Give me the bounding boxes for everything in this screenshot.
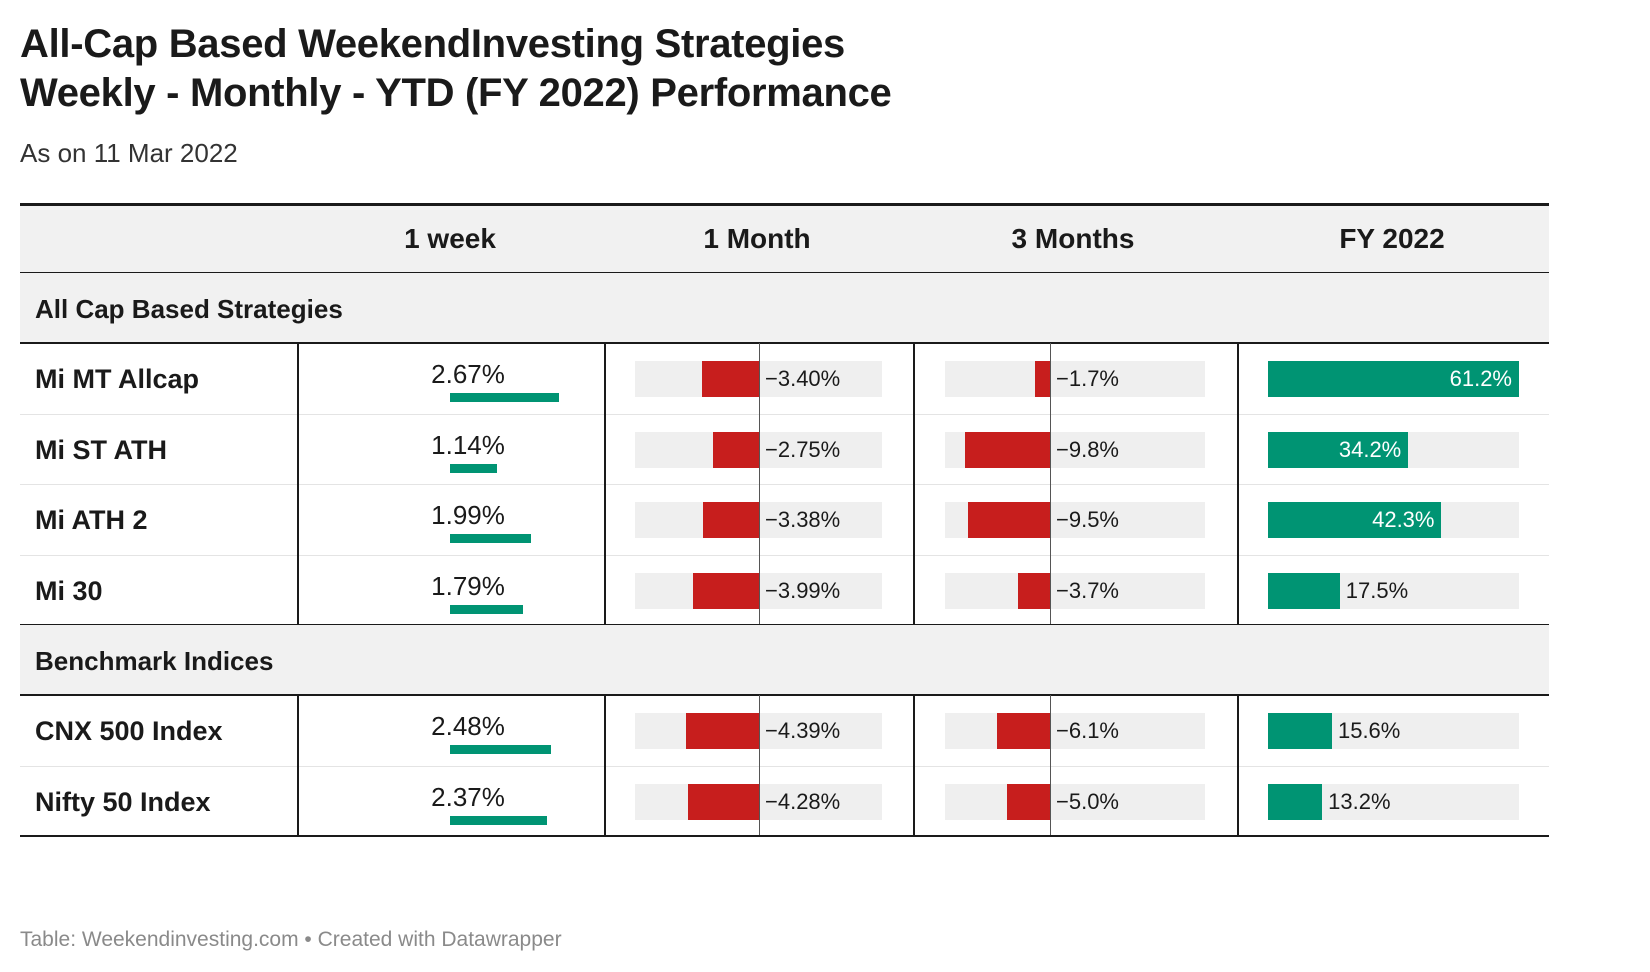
fy2022-bar [1268, 713, 1332, 750]
fy2022-value: 13.2% [1328, 788, 1391, 814]
three-months-bar [1017, 572, 1050, 609]
week-value: 2.48% [431, 711, 505, 742]
group-bottom-rule-1 [20, 835, 1549, 838]
fy2022-bar [1268, 431, 1409, 468]
row-label: CNX 500 Index [35, 716, 223, 747]
week-value: 1.99% [431, 500, 505, 531]
group-rule-0 [20, 342, 1549, 345]
row-label: Mi ST ATH [35, 434, 167, 465]
week-value: 1.79% [431, 570, 505, 601]
column-divider-1 [604, 343, 606, 625]
month-bar [702, 361, 759, 398]
fy2022-bar [1268, 502, 1442, 539]
three-months-bar-track [945, 783, 1205, 820]
month-bar [687, 783, 759, 820]
column-divider-3 [1237, 695, 1239, 837]
month-zero-line [759, 695, 760, 837]
three-months-zero-line [1050, 343, 1051, 625]
row-label: Mi ATH 2 [35, 505, 148, 536]
month-bar [713, 431, 759, 468]
month-zero-line [759, 343, 760, 625]
month-value: −4.39% [765, 718, 841, 744]
month-bar [685, 713, 759, 750]
group-band-1 [20, 625, 1549, 696]
group-label-0: All Cap Based Strategies [35, 294, 343, 324]
fy2022-bar [1268, 572, 1340, 609]
chart-title: All-Cap Based WeekendInvesting Strategie… [20, 20, 892, 118]
group-rule-1 [20, 694, 1549, 697]
column-divider-0 [297, 695, 299, 837]
three-months-value: −3.7% [1056, 577, 1119, 603]
column-header-0: 1 week [404, 223, 496, 254]
row-separator [20, 765, 1549, 767]
row-separator [20, 554, 1549, 556]
week-bar [450, 815, 547, 825]
row-separator [20, 484, 1549, 486]
month-value: −3.40% [765, 366, 841, 392]
three-months-bar [997, 713, 1050, 750]
fy2022-value: 17.5% [1345, 577, 1409, 603]
month-bar [692, 572, 759, 609]
chart-subtitle: As on 11 Mar 2022 [20, 138, 238, 168]
header-top-rule [20, 203, 1549, 206]
week-value: 1.14% [431, 429, 505, 460]
three-months-value: −1.7% [1056, 366, 1119, 392]
fy2022-value: 61.2% [1449, 366, 1512, 392]
column-divider-2 [913, 343, 915, 625]
column-divider-3 [1237, 343, 1239, 625]
column-divider-2 [913, 695, 915, 837]
three-months-value: −9.8% [1056, 436, 1119, 462]
three-months-bar-track [945, 713, 1205, 750]
row-label: Nifty 50 Index [35, 786, 211, 817]
month-bar [702, 502, 759, 539]
chart-title-line-2: Weekly - Monthly - YTD (FY 2022) Perform… [20, 71, 892, 115]
fy2022-value: 42.3% [1372, 507, 1435, 533]
month-value: −3.38% [765, 507, 841, 533]
fy2022-value: 15.6% [1337, 718, 1401, 744]
week-bar [450, 534, 532, 544]
week-bar [450, 745, 552, 755]
week-value: 2.37% [431, 781, 505, 812]
three-months-value: −5.0% [1056, 788, 1119, 814]
fy2022-value: 34.2% [1338, 436, 1402, 462]
three-months-bar-track [945, 572, 1205, 609]
column-header-3: FY 2022 [1339, 223, 1445, 254]
week-bar [450, 604, 524, 614]
three-months-bar [1006, 783, 1050, 820]
three-months-zero-line [1050, 695, 1051, 837]
three-months-bar-track [945, 361, 1205, 398]
fy2022-bar [1268, 783, 1323, 820]
column-header-1: 1 Month [703, 223, 811, 254]
three-months-value: −6.1% [1056, 718, 1119, 744]
chart-title-line-1: All-Cap Based WeekendInvesting Strategie… [20, 22, 845, 66]
month-value: −3.99% [765, 577, 841, 603]
three-months-bar [965, 431, 1050, 468]
three-months-value: −9.5% [1056, 507, 1119, 533]
header-band [20, 205, 1549, 273]
row-label: Mi 30 [35, 575, 103, 606]
week-bar [450, 463, 497, 473]
row-label: Mi MT Allcap [35, 364, 200, 395]
month-value: −2.75% [765, 436, 841, 462]
column-divider-1 [604, 695, 606, 837]
group-band-0 [20, 273, 1549, 344]
week-value: 2.67% [431, 359, 505, 390]
week-bar [450, 393, 559, 403]
source-footer: Table: Weekendinvesting.com • Created wi… [20, 928, 562, 951]
three-months-bar [1035, 361, 1050, 398]
three-months-bar [967, 502, 1050, 539]
row-separator [20, 413, 1549, 415]
fy2022-bar [1268, 361, 1519, 398]
group-label-1: Benchmark Indices [35, 646, 274, 676]
column-divider-0 [297, 343, 299, 625]
month-value: −4.28% [765, 788, 841, 814]
column-header-2: 3 Months [1011, 223, 1135, 254]
